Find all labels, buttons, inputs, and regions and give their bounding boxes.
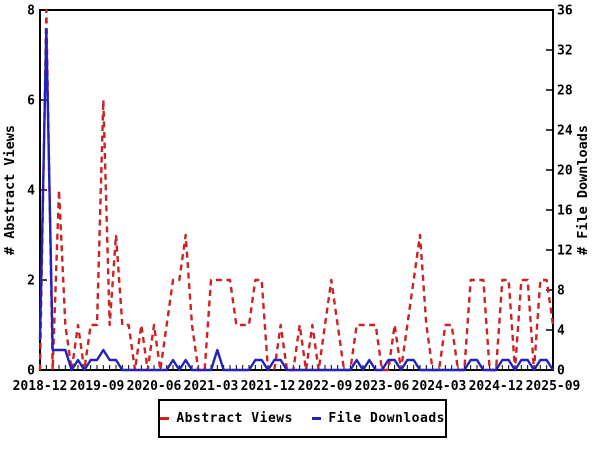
right-tick-label: 24 — [557, 124, 573, 139]
abstract-views-line — [38, 8, 555, 372]
x-tick-label: 2019-09 — [70, 379, 125, 394]
legend-label-abstract-views: Abstract Views — [176, 411, 293, 426]
right-tick-label: 28 — [557, 84, 573, 99]
right-axis-title: # File Downloads — [575, 125, 591, 255]
right-tick-label: 8 — [557, 284, 565, 299]
x-tick-label: 2021-03 — [184, 379, 239, 394]
right-tick-label: 0 — [557, 364, 565, 379]
x-tick-label: 2020-06 — [127, 379, 182, 394]
x-tick-label: 2024-12 — [469, 379, 524, 394]
x-tick-label: 2021-12 — [241, 379, 296, 394]
legend-label-file-downloads: File Downloads — [328, 411, 445, 426]
left-tick-label: 6 — [27, 94, 35, 109]
file-downloads-line-sample — [312, 417, 322, 420]
left-tick-label: 0 — [27, 364, 35, 379]
right-tick-label: 20 — [557, 164, 573, 179]
right-tick-label: 32 — [557, 44, 573, 59]
x-tick-label: 2025-09 — [526, 379, 581, 394]
abstract-views-dash-sample — [160, 417, 170, 420]
file-downloads-line — [38, 28, 555, 372]
right-tick-label: 36 — [557, 4, 573, 19]
right-tick-label: 12 — [557, 244, 573, 259]
right-tick-label: 4 — [557, 324, 565, 339]
legend: Abstract Views File Downloads — [158, 399, 447, 438]
x-tick-label: 2022-09 — [298, 379, 353, 394]
x-tick-label: 2024-03 — [412, 379, 467, 394]
right-tick-label: 16 — [557, 204, 573, 219]
x-tick-label: 2018-12 — [13, 379, 68, 394]
x-tick-label: 2023-06 — [355, 379, 410, 394]
left-axis-title: # Abstract Views — [2, 125, 18, 255]
left-tick-label: 4 — [27, 184, 35, 199]
plot-frame — [39, 9, 554, 371]
left-tick-label: 8 — [27, 4, 35, 19]
left-tick-label: 2 — [27, 274, 35, 289]
